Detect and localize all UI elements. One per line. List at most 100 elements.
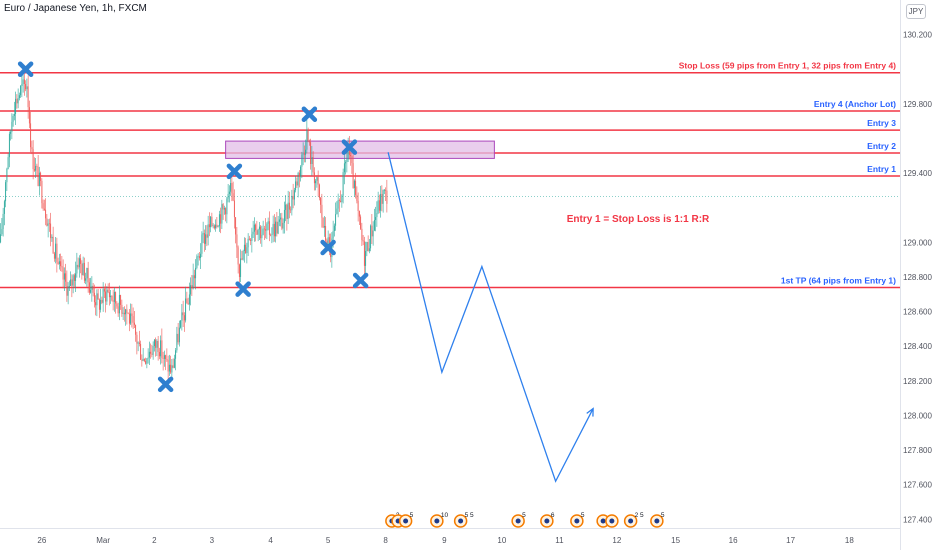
candle-body (155, 339, 157, 348)
candle-body (10, 131, 12, 134)
event-badge-icon[interactable]: 5 (511, 512, 526, 528)
projection-path[interactable] (387, 152, 594, 483)
swing-marker-icon[interactable] (301, 106, 318, 123)
swing-marker-icon[interactable] (235, 281, 251, 297)
candle-body (367, 241, 369, 251)
candle-body (55, 243, 57, 259)
event-badge-icon[interactable]: 10 (430, 512, 449, 528)
marker-stroke (235, 281, 251, 297)
candle-body (183, 315, 185, 321)
candle-body (113, 291, 115, 302)
candle-body (135, 324, 137, 335)
candle-body (167, 359, 169, 372)
candle-body (68, 286, 70, 287)
candle-body (98, 299, 100, 310)
candle-body (12, 115, 14, 122)
candle-body (310, 142, 312, 165)
candle-body (22, 79, 24, 85)
event-badge-icon[interactable]: 2 5 (623, 512, 644, 528)
candle-body (142, 358, 144, 361)
event-badge-icon[interactable]: 5 (398, 512, 414, 528)
candle-body (372, 230, 374, 237)
swing-marker-icon[interactable] (17, 61, 34, 77)
currency-badge[interactable]: JPY (906, 4, 926, 19)
candle-body (0, 234, 2, 243)
candle-body (311, 157, 313, 165)
time-tick-label: 10 (497, 536, 506, 545)
candle-body (277, 221, 279, 234)
candle-body (280, 217, 282, 220)
candle-body (321, 204, 323, 218)
candle-body (132, 316, 134, 323)
candle-body (96, 293, 98, 306)
candle-body (227, 193, 229, 199)
candle-body (188, 294, 190, 305)
swing-marker-icon[interactable] (320, 239, 336, 256)
candle-body (336, 208, 338, 215)
candle-body (358, 211, 360, 217)
candle-body (123, 312, 125, 315)
swing-marker-icon[interactable] (341, 139, 358, 155)
candle-body (316, 177, 318, 181)
swing-marker-icon[interactable] (226, 163, 243, 180)
candle-body (250, 239, 252, 241)
candle-body (315, 180, 317, 184)
event-badge-count: 5 (410, 512, 414, 519)
event-badge-icon[interactable]: 6 (540, 512, 555, 528)
candle-body (145, 361, 147, 364)
candle-body (62, 267, 64, 280)
candle-body (91, 285, 93, 290)
candle-body (357, 200, 359, 212)
marker-stroke (320, 239, 336, 256)
candle-body (175, 350, 177, 359)
candle-body (121, 304, 123, 314)
candle-body (347, 147, 349, 160)
price-levels: Stop Loss (59 pips from Entry 1, 32 pips… (0, 61, 932, 294)
candle-body (3, 201, 5, 214)
risk-reward-note: Entry 1 = Stop Loss is 1:1 R:R (567, 214, 710, 225)
candle-body (243, 244, 245, 252)
candle-body (271, 234, 273, 236)
time-tick-label: 5 (326, 536, 331, 545)
event-badge-icon[interactable]: 5 5 (453, 512, 474, 528)
candle-body (115, 291, 117, 304)
candle-body (385, 190, 387, 191)
candle-body (160, 340, 162, 357)
time-axis-panel[interactable] (0, 528, 900, 550)
candle-body (318, 184, 320, 198)
candle-body (6, 169, 8, 183)
price-axis-panel[interactable] (900, 0, 932, 550)
candle-body (363, 241, 365, 266)
swing-marker-icon[interactable] (157, 376, 174, 393)
candle-body (13, 113, 15, 116)
candle-body (306, 129, 308, 150)
candle-body (248, 238, 250, 240)
candle-body (202, 233, 204, 235)
candle-body (106, 289, 108, 302)
event-badge-dot (458, 518, 464, 524)
candle-body (305, 149, 307, 155)
event-badge-icon[interactable] (605, 514, 619, 528)
swing-marker-icon[interactable] (352, 272, 369, 289)
candle-body (195, 267, 197, 279)
candle-body (8, 133, 10, 158)
event-badge-dot (403, 518, 409, 524)
candle-body (335, 214, 337, 226)
candle-body (108, 292, 110, 298)
candle-body (176, 333, 178, 351)
candle-body (237, 247, 239, 265)
event-badge-icon[interactable]: 5 (570, 512, 585, 528)
candle-body (33, 169, 35, 171)
level-label: Entry 3 (867, 118, 896, 128)
price-tick-label: 128.600 (903, 308, 932, 317)
projection-group (387, 152, 594, 483)
candle-body (177, 333, 179, 343)
event-badge-icon[interactable]: 5 (650, 512, 665, 528)
entry-zone[interactable] (225, 140, 495, 159)
level-label: 1st TP (64 pips from Entry 1) (781, 276, 896, 286)
candle-body (133, 322, 135, 325)
candle-body (300, 166, 302, 177)
candle-body (275, 221, 277, 237)
